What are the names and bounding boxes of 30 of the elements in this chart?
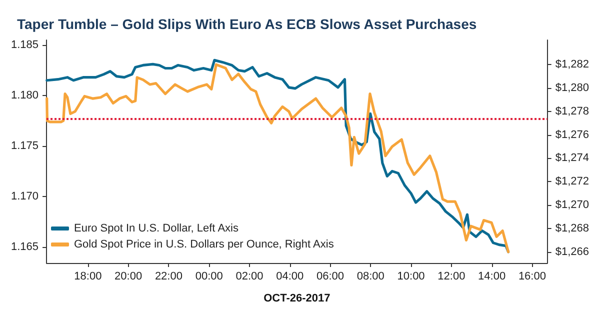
x-tick-label: 10:00	[397, 270, 425, 282]
y-tick-label: 1.185	[10, 39, 39, 52]
y2-tick-label: $1,266	[555, 246, 590, 258]
x-tick-label: 00:00	[195, 270, 223, 282]
x-tick-label: 08:00	[356, 270, 384, 282]
y2-tick-label: $1,276	[555, 128, 590, 141]
y2-tick-label: $1,278	[555, 105, 590, 118]
x-tick-label: 16:00	[518, 270, 546, 282]
x-tick-label: 12:00	[438, 270, 466, 282]
y-tick-label: 1.165	[10, 240, 39, 253]
legend-label: Gold Spot Price in U.S. Dollars per Ounce, Right Axis	[74, 238, 334, 250]
x-tick-label: 14:00	[478, 270, 506, 282]
y2-tick-label: $1,272	[555, 176, 590, 188]
x-tick-label: 22:00	[154, 270, 182, 282]
x-tick-label: 02:00	[236, 270, 264, 282]
y-tick-label: 1.170	[10, 190, 39, 202]
y2-tick-label: $1,282	[555, 58, 590, 71]
x-tick-label: 18:00	[74, 270, 102, 282]
y2-tick-label: $1,268	[555, 222, 590, 234]
y2-tick-label: $1,270	[555, 199, 590, 212]
legend-label: Euro Spot In U.S. Dollar, Left Axis	[74, 222, 239, 234]
y-tick-label: 1.180	[10, 90, 39, 102]
y-tick-label: 1.175	[10, 140, 39, 152]
y2-tick-label: $1,274	[555, 152, 590, 164]
y2-tick-label: $1,280	[555, 82, 590, 94]
chart-title: Taper Tumble – Gold Slips With Euro As ECB Slows Asset Purchases	[17, 16, 477, 32]
x-axis-title: OCT-26-2017	[264, 292, 330, 304]
x-tick-label: 20:00	[114, 270, 142, 282]
x-tick-label: 04:00	[276, 270, 304, 282]
x-tick-label: 06:00	[316, 270, 344, 282]
